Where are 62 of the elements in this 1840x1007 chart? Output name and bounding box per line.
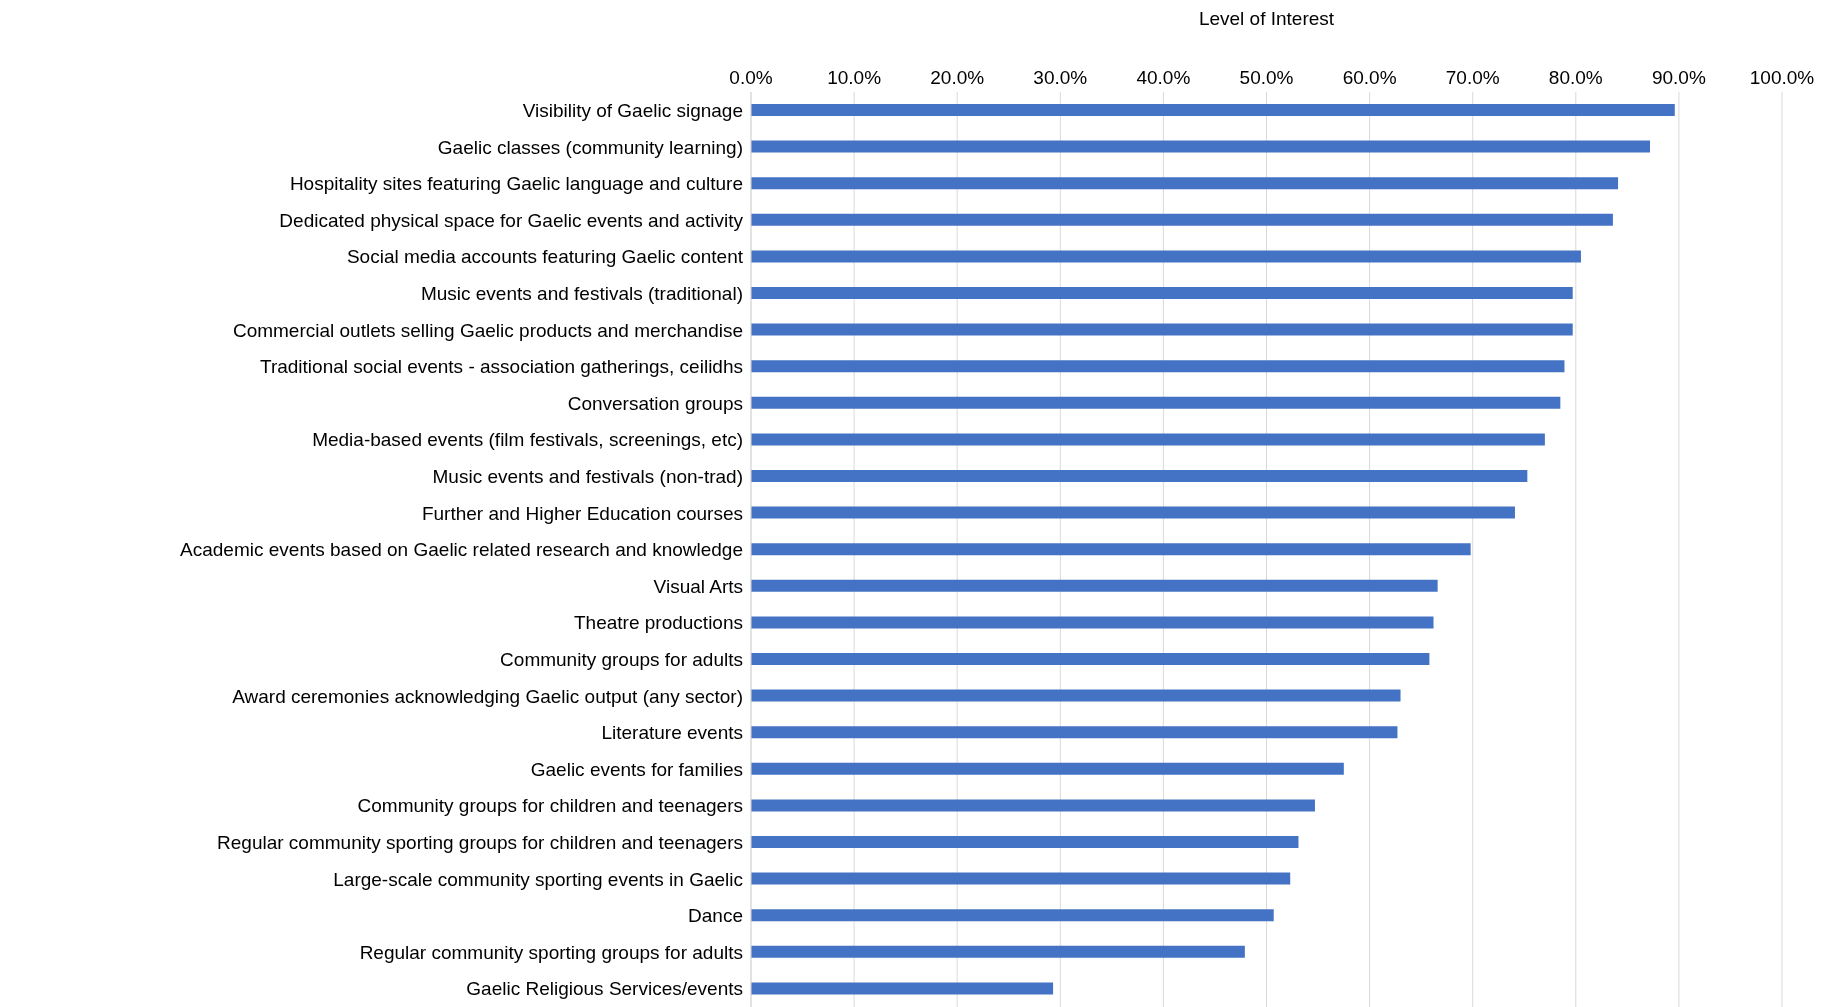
bar [751,726,1398,739]
y-tick-label: Social media accounts featuring Gaelic content [346,246,744,268]
y-tick-label: Hospitality sites featuring Gaelic language and culture [289,173,743,195]
x-tick-label: 70.0% [1445,67,1500,88]
bar [751,616,1434,629]
y-tick-label: Dedicated physical space for Gaelic events and activity [279,209,744,231]
x-tick-label: 50.0% [1239,67,1294,88]
y-tick-label: Commercial outlets selling Gaelic products and merchandise [232,319,743,341]
y-tick-label: Gaelic events for families [530,758,743,780]
bar [751,872,1291,885]
bar [751,433,1545,446]
bar [751,470,1528,482]
x-tick-label: 20.0% [930,67,985,88]
x-tick-label: 40.0% [1136,67,1191,88]
bar [751,909,1274,922]
y-tick-label: Music events and festivals (non-trad) [432,466,743,488]
bar [751,177,1619,190]
x-tick-label: 80.0% [1548,67,1603,88]
x-tick-label: 100.0% [1749,67,1815,88]
y-tick-label: Award ceremonies acknowledging Gaelic output (any sector) [232,685,743,707]
bar [751,396,1561,409]
y-tick-label: Theatre productions [574,612,743,634]
bar [751,250,1581,263]
x-tick-label: 0.0% [729,67,773,88]
x-tick-label: 30.0% [1033,67,1088,88]
bar [751,799,1315,812]
x-tick-label: 90.0% [1651,67,1706,88]
y-tick-label: Further and Higher Education courses [421,502,743,524]
y-tick-label: Regular community sporting groups for children and teenagers [217,832,743,854]
y-tick-label: Large-scale community sporting events in Gaelic [333,868,743,890]
bar [751,653,1430,665]
y-tick-label: Visual Arts [653,575,743,597]
bar [751,506,1515,519]
y-tick-label: Conversation groups [567,392,743,414]
y-tick-label: Academic events based on Gaelic related research and knowledge [180,539,743,561]
x-tick-label: 10.0% [827,67,882,88]
y-tick-label: Community groups for adults [500,649,743,671]
bar [751,982,1054,995]
bar [751,579,1438,592]
bar [751,836,1299,848]
y-tick-label: Visibility of Gaelic signage [522,100,743,122]
y-tick-label: Music events and festivals (traditional) [420,283,743,305]
bar [751,945,1245,958]
y-tick-label: Literature events [601,722,743,744]
y-tick-label: Community groups for children and teenagers [357,795,743,817]
bar [751,213,1613,226]
bar [751,287,1573,299]
y-tick-label: Regular community sporting groups for adults [359,941,743,963]
y-tick-label: Media-based events (film festivals, screenings, etc) [312,429,743,451]
y-tick-label: Traditional social events - association gatherings, ceilidhs [260,356,743,378]
bar [751,689,1401,702]
x-axis-title: Level of Interest [1198,8,1335,30]
bar [751,140,1651,153]
y-tick-label: Gaelic Religious Services/events [466,978,743,1000]
y-tick-label: Gaelic classes (community learning) [437,136,743,158]
bar [751,762,1344,775]
bar [751,543,1471,556]
bar [751,323,1573,336]
x-tick-label: 60.0% [1342,67,1397,88]
y-tick-label: Dance [688,905,743,927]
bar [751,360,1565,373]
bar [751,104,1675,116]
